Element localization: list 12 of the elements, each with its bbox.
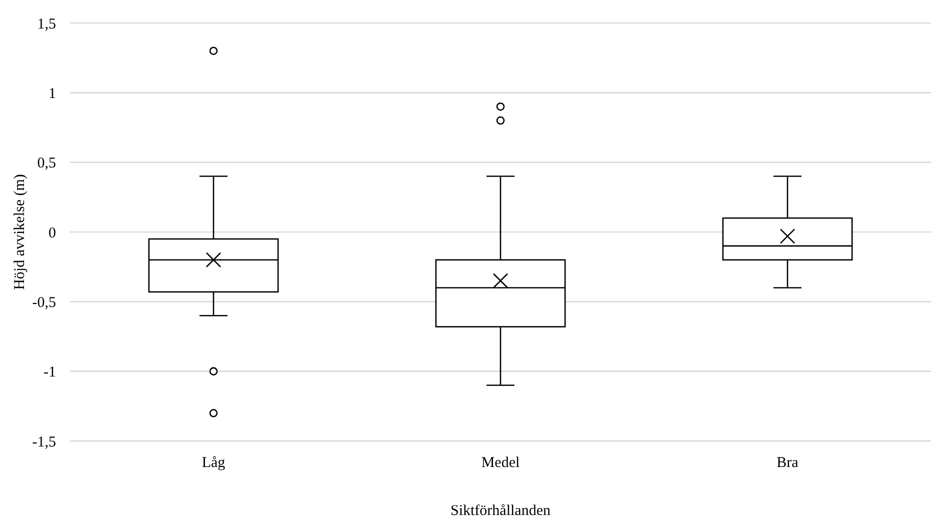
y-tick-label: -1 <box>44 364 56 381</box>
y-tick-label: 1,5 <box>37 16 56 32</box>
x-tick-label: Medel <box>481 455 520 471</box>
y-axis-title: Höjd avvikelse (m) <box>12 174 28 290</box>
x-axis-title: Siktförhållanden <box>450 503 551 519</box>
y-tick-label: 1 <box>48 86 56 102</box>
y-tick-label: 0,5 <box>37 156 56 172</box>
y-tick-label: -1,5 <box>32 434 56 450</box>
x-tick-label: Låg <box>202 455 226 471</box>
y-tick-label: -0,5 <box>32 294 56 311</box>
x-tick-label: Bra <box>776 455 799 471</box>
y-tick-label: 0 <box>48 225 56 242</box>
